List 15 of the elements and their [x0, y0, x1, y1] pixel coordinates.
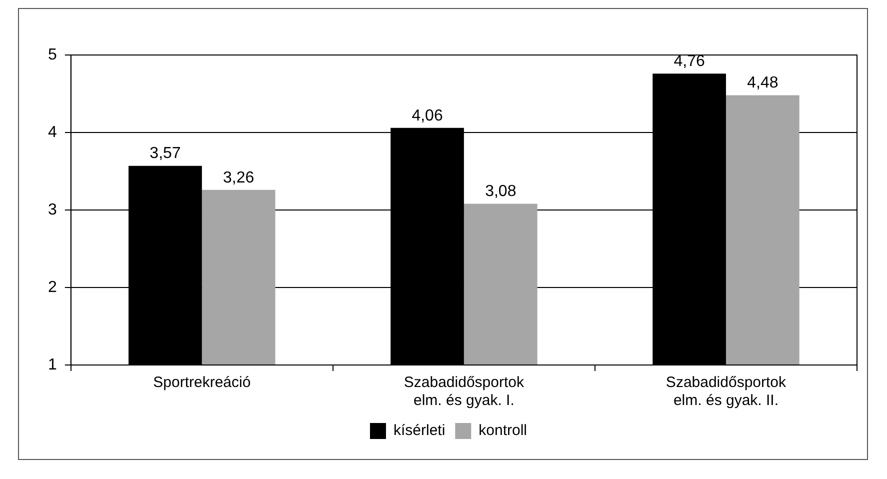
legend-label: kísérleti	[393, 422, 446, 440]
data-label: 3,26	[223, 169, 254, 186]
data-label: 4,48	[747, 74, 778, 92]
y-tick-label: 2	[48, 278, 57, 296]
y-tick-label: 1	[48, 356, 57, 374]
legend-label: kontroll	[478, 422, 528, 440]
y-tick-label: 3	[48, 201, 57, 218]
data-label: 4,06	[412, 107, 443, 124]
data-label: 3,57	[150, 145, 181, 162]
x-tick-label: Sportrekreáció	[153, 374, 251, 392]
x-tick-label: Szabadidősportok elm. és gyak. I.	[404, 374, 524, 410]
data-label: 3,08	[485, 183, 516, 200]
y-tick-label: 5	[48, 46, 57, 64]
x-tick-label: Szabadidősportok elm. és gyak. II.	[666, 374, 787, 410]
y-tick-label: 4	[48, 124, 57, 141]
